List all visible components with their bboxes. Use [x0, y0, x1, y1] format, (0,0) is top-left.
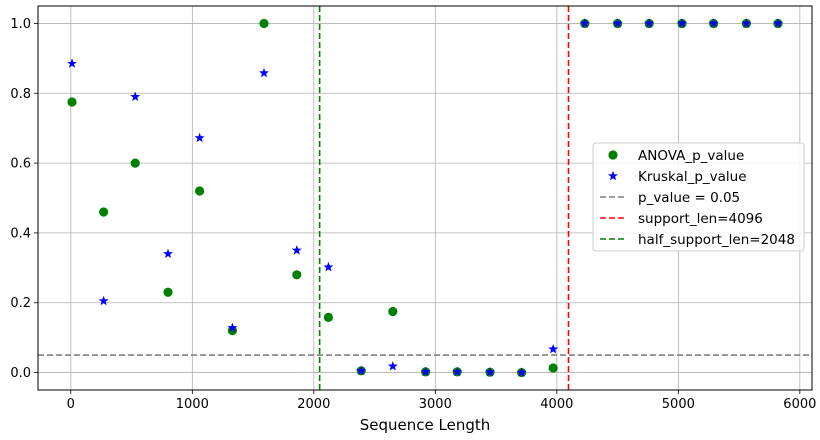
kruskal-point [485, 367, 495, 377]
x-tick-label: 6000 [783, 397, 816, 412]
legend-box [592, 142, 805, 252]
x-tick-label: 3000 [419, 397, 452, 412]
kruskal-point [194, 132, 205, 143]
axis-ticks: 0 1000 2000 3000 4000 5000 6000 0.0 0.2 0.4 0.6 0.8… [10, 17, 816, 412]
anova-point [130, 158, 140, 168]
kruskal-point [644, 18, 655, 28]
data-points [67, 18, 783, 378]
y-tick-label: 0.8 [10, 87, 31, 102]
legend-label: p_value = 0.05 [638, 190, 740, 206]
y-tick-label: 1.0 [10, 17, 31, 32]
anova-point [99, 207, 109, 217]
legend-marker-kruskal [608, 170, 618, 181]
kruskal-point [452, 366, 463, 377]
kruskal-point [130, 91, 141, 101]
kruskal-point [163, 248, 173, 259]
legend-marker-anova [608, 150, 618, 160]
x-tick-label: 0 [67, 397, 75, 412]
kruskal-point [356, 365, 367, 376]
plot-frame [37, 5, 813, 391]
kruskal-point [677, 18, 687, 28]
anova-point [548, 363, 558, 373]
kruskal-point [773, 18, 783, 28]
x-tick-label: 2000 [297, 397, 330, 412]
x-axis-label: Sequence Length [360, 416, 491, 434]
kruskal-point [323, 261, 334, 272]
y-tick-label: 0.6 [10, 157, 31, 172]
legend-label: support_len=4096 [638, 211, 763, 227]
anova-point [292, 270, 302, 280]
kruskal-point [291, 245, 302, 255]
legend-label: half_support_len=2048 [638, 232, 795, 248]
x-tick-label: 1000 [176, 397, 209, 412]
anova-point [388, 306, 398, 317]
kruskal-point [612, 18, 623, 28]
kruskal-point [548, 343, 559, 354]
y-tick-label: 0.2 [10, 296, 31, 311]
kruskal-point [98, 295, 109, 306]
kruskal-point [708, 18, 719, 28]
anova-point [323, 312, 334, 322]
anova-point [67, 97, 77, 107]
reference-lines [38, 6, 812, 390]
kruskal-point [227, 322, 238, 333]
x-tick-label: 5000 [662, 397, 695, 412]
y-tick-label: 0.4 [10, 226, 31, 241]
anova-point [259, 18, 269, 29]
y-tick-label: 0.0 [10, 366, 31, 381]
kruskal-point [516, 367, 527, 377]
kruskal-point [741, 18, 752, 28]
legend: ANOVA_p_value Kruskal_p_value p_value = 0.… [592, 142, 805, 252]
anova-point [195, 186, 205, 196]
anova-point [163, 287, 173, 297]
legend-label: Kruskal_p_value [638, 169, 747, 185]
legend-label: ANOVA_p_value [638, 148, 744, 164]
kruskal-point [387, 361, 398, 371]
kruskal-point [259, 67, 269, 78]
x-tick-label: 4000 [540, 397, 573, 412]
kruskal-point [579, 18, 590, 28]
kruskal-point [67, 58, 77, 68]
kruskal-point [420, 366, 431, 377]
